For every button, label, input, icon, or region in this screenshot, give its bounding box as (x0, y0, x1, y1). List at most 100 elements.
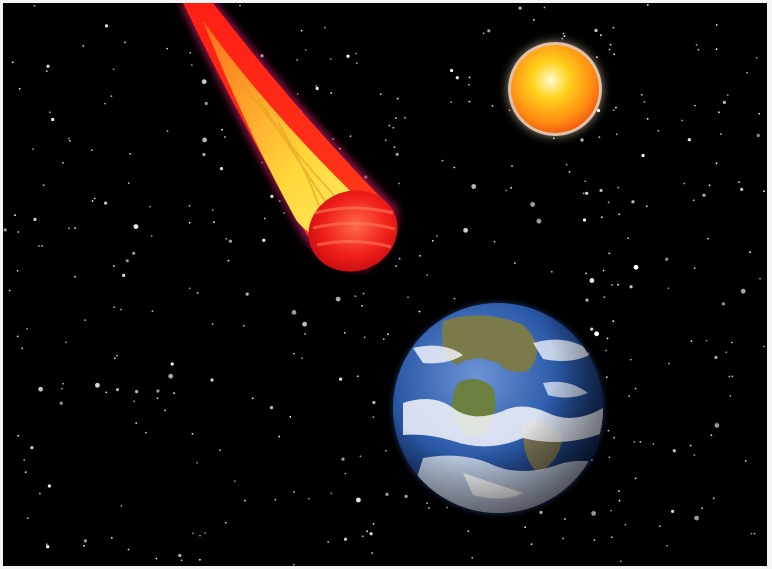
star (693, 267, 696, 270)
star (605, 376, 608, 379)
star (26, 517, 29, 519)
star (361, 304, 363, 307)
star (74, 227, 76, 230)
star (715, 24, 718, 26)
star (104, 102, 106, 105)
star (341, 457, 345, 461)
star (697, 48, 700, 51)
star (122, 273, 126, 277)
star (17, 434, 20, 437)
star (681, 119, 683, 122)
star (120, 308, 122, 311)
star (51, 117, 55, 122)
star (308, 497, 310, 500)
star (155, 557, 158, 560)
star (707, 237, 709, 240)
star (471, 184, 477, 189)
star (436, 235, 438, 237)
star (302, 321, 307, 327)
star (753, 532, 756, 535)
star (580, 138, 584, 142)
star (426, 274, 429, 276)
star (355, 52, 358, 55)
star (260, 54, 264, 58)
star (631, 200, 635, 204)
star (65, 341, 67, 344)
star (453, 297, 456, 300)
star (726, 94, 729, 96)
star (82, 45, 85, 47)
star (562, 537, 564, 540)
star (188, 287, 191, 290)
star (658, 525, 661, 528)
star (640, 93, 643, 96)
star (357, 375, 359, 378)
star (536, 218, 542, 224)
star (394, 117, 397, 119)
star (568, 171, 571, 173)
star (372, 400, 376, 405)
star (156, 389, 160, 393)
star (33, 5, 36, 7)
star (641, 153, 645, 158)
star (594, 28, 598, 33)
star (135, 390, 139, 394)
star (18, 87, 21, 90)
star (199, 534, 201, 537)
star (324, 26, 326, 29)
star (629, 358, 632, 361)
star (715, 162, 718, 165)
star (38, 245, 40, 247)
star (135, 422, 138, 424)
star (173, 392, 175, 394)
star (23, 459, 26, 461)
star (524, 526, 527, 529)
star (600, 34, 602, 37)
star (149, 205, 151, 208)
star (156, 397, 159, 400)
star (468, 76, 471, 79)
star (379, 93, 382, 96)
star (301, 357, 303, 360)
star (127, 548, 130, 551)
star (91, 200, 94, 202)
star (293, 491, 295, 493)
star (600, 216, 603, 219)
star (113, 357, 116, 360)
star (343, 332, 346, 334)
starfield-background (3, 3, 767, 566)
star (718, 111, 720, 114)
star (513, 262, 516, 264)
star (618, 213, 621, 216)
star (428, 507, 430, 509)
star (759, 277, 761, 280)
star (344, 472, 347, 475)
star (667, 287, 670, 290)
star (607, 429, 610, 432)
star (608, 252, 611, 255)
star (599, 188, 603, 193)
star (392, 126, 395, 129)
star (262, 238, 266, 242)
star (613, 436, 616, 439)
star (550, 270, 553, 273)
star (749, 251, 751, 254)
star (224, 521, 227, 524)
star (213, 221, 215, 224)
star (505, 189, 507, 192)
star (618, 490, 620, 492)
star (646, 4, 649, 6)
star (665, 257, 669, 261)
star (728, 375, 731, 378)
star (112, 68, 115, 71)
star (315, 86, 319, 91)
star (612, 26, 615, 29)
star (274, 498, 277, 501)
star (30, 446, 34, 450)
star (129, 153, 131, 155)
star (463, 227, 468, 233)
star (710, 434, 713, 437)
star (270, 194, 274, 198)
star (17, 231, 20, 233)
star (407, 296, 409, 299)
